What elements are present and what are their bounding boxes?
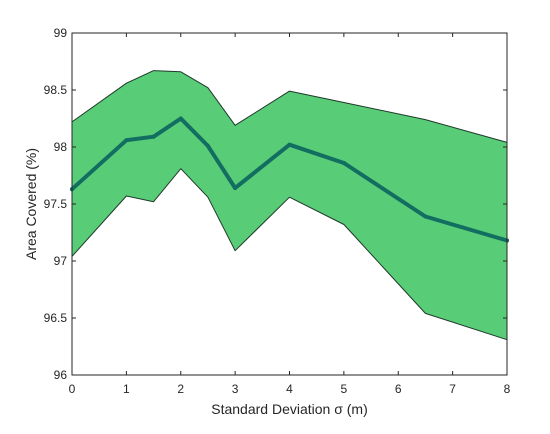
x-tick-label: 3 [232, 382, 239, 396]
x-tick-label: 8 [504, 382, 511, 396]
y-tick-label: 97 [54, 254, 68, 268]
y-tick-label: 99 [54, 26, 68, 40]
x-tick-label: 0 [69, 382, 76, 396]
mean-point [124, 138, 129, 143]
x-tick-label: 6 [395, 382, 402, 396]
mean-point [233, 186, 238, 190]
mean-point [178, 116, 183, 121]
x-tick-label: 2 [177, 382, 184, 396]
x-tick-label: 4 [286, 382, 293, 396]
mean-point [287, 142, 292, 147]
x-tick-labels: 0 1 2 3 4 5 6 7 8 [69, 382, 511, 396]
mean-point [341, 161, 346, 165]
x-tick-label: 5 [341, 382, 348, 396]
mean-point [423, 214, 428, 219]
y-tick-labels: 96 96.5 97 97.5 98 98.5 99 [44, 26, 68, 382]
y-axis-label: Area Covered (%) [23, 148, 39, 260]
y-tick-label: 96.5 [44, 311, 68, 325]
mean-series-line [70, 116, 509, 243]
x-tick-label: 7 [449, 382, 456, 396]
y-tick-label: 98.5 [44, 83, 68, 97]
mean-point [151, 134, 156, 139]
x-tick-label: 1 [123, 382, 130, 396]
y-tick-label: 98 [54, 140, 68, 154]
axis-ticks [71, 32, 508, 376]
mean-point [205, 143, 210, 148]
y-tick-label: 97.5 [44, 197, 68, 211]
y-tick-label: 96 [54, 368, 68, 382]
mean-series-points [70, 116, 509, 243]
x-axis-label: Standard Deviation σ (m) [211, 401, 367, 417]
